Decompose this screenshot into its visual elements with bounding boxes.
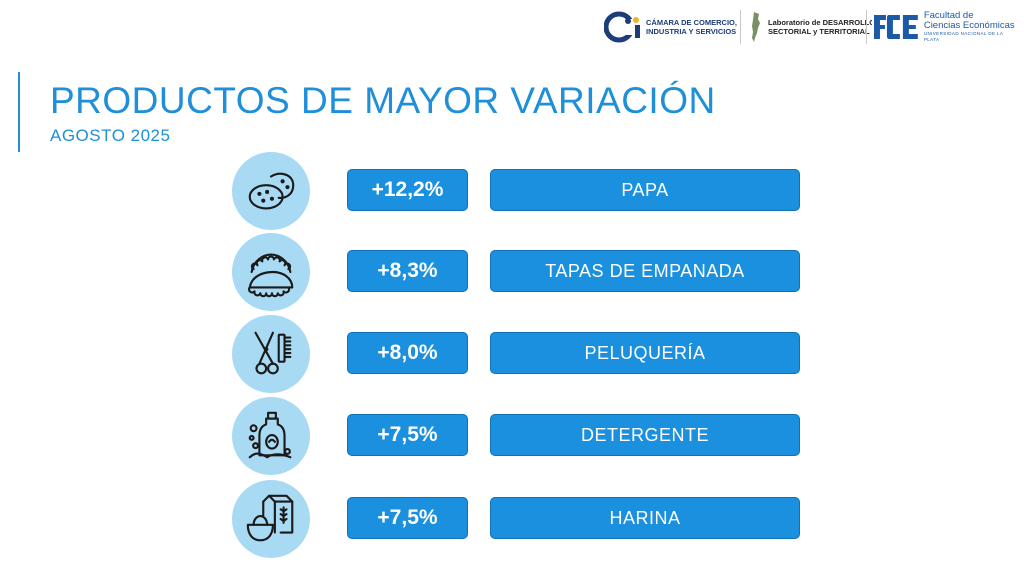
logo-divider <box>740 10 741 44</box>
fce-logo-line1: Facultad de <box>923 10 974 21</box>
list-item: +7,5% HARINA <box>0 480 1024 560</box>
product-label: PAPA <box>490 169 800 211</box>
product-label: PELUQUERÍA <box>490 332 800 374</box>
ccis-logo: CÁMARA DE COMERCIO, INDUSTRIA Y SERVICIO… <box>603 8 737 46</box>
logo-divider <box>866 10 867 44</box>
variation-value: +7,5% <box>347 497 468 539</box>
variation-value: +12,2% <box>347 169 468 211</box>
detergent-icon <box>232 397 310 475</box>
variation-value: +8,0% <box>347 332 468 374</box>
lab-logo-line1: Laboratorio de DESARROLLO <box>768 18 876 27</box>
ccis-logo-line2: INDUSTRIA Y SERVICIOS <box>646 27 737 36</box>
list-item: +8,3% TAPAS DE EMPANADA <box>0 233 1024 313</box>
empanada-icon <box>232 233 310 311</box>
fce-logo-line2: Ciencias Económicas <box>923 20 1015 31</box>
ccis-logo-line1: CÁMARA DE COMERCIO, <box>646 18 737 27</box>
potato-icon <box>232 152 310 230</box>
list-item: +7,5% DETERGENTE <box>0 397 1024 477</box>
ccis-mark-icon <box>603 11 642 43</box>
argentina-map-icon <box>752 12 760 42</box>
lab-logo: Laboratorio de DESARROLLO SECTORIAL y TE… <box>748 8 875 46</box>
list-item: +12,2% PAPA <box>0 152 1024 232</box>
product-label: DETERGENTE <box>490 414 800 456</box>
product-label: TAPAS DE EMPANADA <box>490 250 800 292</box>
title-accent-bar <box>18 72 20 152</box>
fce-logo-line3: UNIVERSIDAD NACIONAL DE LA PLATA <box>923 31 1004 42</box>
page-subtitle: AGOSTO 2025 <box>50 126 171 145</box>
product-label: HARINA <box>490 497 800 539</box>
variation-value: +7,5% <box>347 414 468 456</box>
page-title: PRODUCTOS DE MAYOR VARIACIÓN <box>50 80 716 121</box>
fce-mark-icon <box>872 13 920 41</box>
header-logos: CÁMARA DE COMERCIO, INDUSTRIA Y SERVICIO… <box>600 8 1020 46</box>
fce-logo: Facultad de Ciencias Económicas UNIVERSI… <box>872 8 1020 46</box>
flour-icon <box>232 480 310 558</box>
scissors-comb-icon <box>232 315 310 393</box>
variation-value: +8,3% <box>347 250 468 292</box>
list-item: +8,0% PELUQUERÍA <box>0 315 1024 395</box>
lab-logo-line2: SECTORIAL y TERRITORIAL <box>768 27 870 36</box>
